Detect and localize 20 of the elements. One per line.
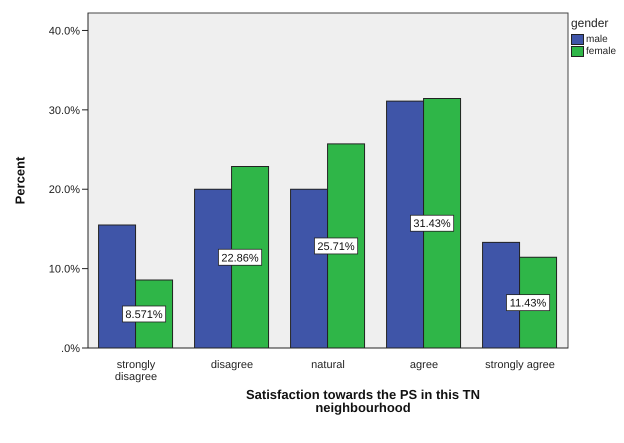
data-label: 22.86%	[221, 252, 259, 264]
y-tick-label: .0%	[61, 342, 80, 355]
legend-label: male	[586, 34, 608, 44]
y-axis-title: Percent	[12, 156, 28, 204]
y-tick-label: 30.0%	[48, 104, 80, 117]
legend-title: gender	[571, 16, 610, 30]
x-tick-label: strongly agree	[485, 359, 555, 371]
y-tick-label: 20.0%	[48, 184, 80, 196]
data-label: 31.43%	[413, 218, 451, 230]
x-tick-label: disagree	[210, 359, 254, 371]
x-tick-label: strongly disagree	[114, 359, 158, 383]
data-label: 8.571%	[125, 308, 163, 321]
y-tick-label: 40.0%	[48, 25, 80, 38]
legend-label: female	[586, 46, 616, 56]
y-tick-label: 10.0%	[48, 264, 80, 276]
x-tick-label: agree	[410, 359, 438, 371]
x-tick-label: natural	[311, 359, 345, 371]
data-label: 25.71%	[317, 240, 355, 253]
x-axis-title: Satisfaction towards the PS in this TN neighbourhood	[244, 387, 482, 415]
data-label: 11.43%	[510, 298, 547, 310]
